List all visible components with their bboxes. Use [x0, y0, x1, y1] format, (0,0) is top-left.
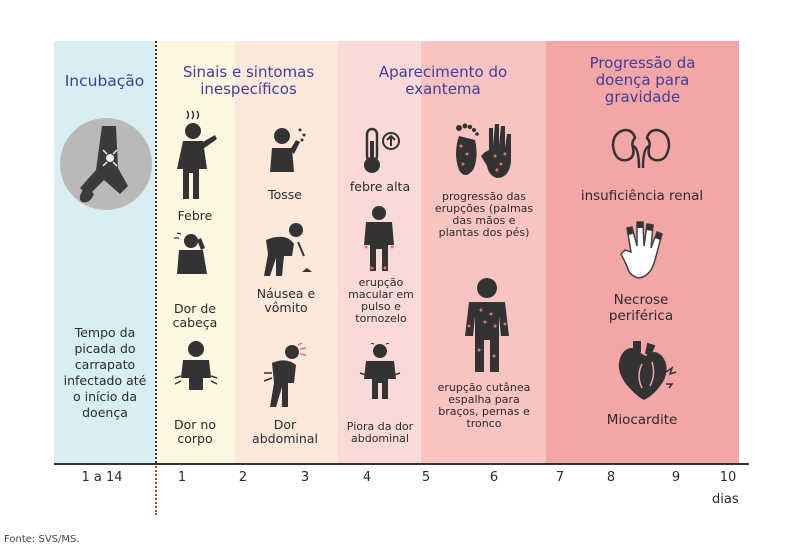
symptom-febre-alta: febre alta: [349, 179, 411, 194]
tick-2: 2: [238, 470, 248, 485]
symptom-erupcao-cutanea: erupção cutânea espalha para braços, per…: [437, 381, 531, 430]
source-note: Fonte: SVS/MS.: [4, 534, 80, 545]
incubation-text: Tempo da picada do carrapato infectado a…: [63, 325, 147, 420]
phase-band-incubation: [54, 41, 155, 463]
symptom-erupcao-macular: erupção macular em pulso e tornozelo: [348, 276, 414, 325]
phase-band-exantema-b: [421, 41, 546, 463]
symptom-dor-corpo: Dor no corpo: [174, 417, 216, 446]
cutaneous-rash-person-icon: [463, 276, 511, 372]
tick-8: 8: [606, 470, 616, 485]
tick-incubation: 1 a 14: [81, 470, 123, 485]
phase-title-inespecificos: Sinais e sintomas inespecíficos: [182, 63, 315, 98]
tick-9: 9: [671, 470, 681, 485]
thermometer-icon: [361, 127, 403, 175]
symptom-febre: Febre: [177, 208, 213, 223]
symptom-necrose: Necrose periférica: [608, 292, 674, 324]
abdominal-pain-person-icon: [262, 343, 312, 407]
symptom-miocardite: Miocardite: [606, 412, 678, 428]
incubation-divider-red: [155, 463, 157, 515]
body-ache-person-icon: [171, 340, 221, 390]
symptom-progressao-erupcoes: progressão das erupções (palmas das mãos…: [434, 190, 534, 239]
foot-hand-rash-icon: [447, 120, 519, 182]
symptom-tosse: Tosse: [268, 187, 302, 202]
tick-10: 10: [719, 470, 737, 485]
phase-band-exantema-a: [338, 41, 421, 463]
phase-title-gravidade: Progressão da doença para gravidade: [589, 54, 696, 106]
axis-unit: dias: [712, 492, 739, 507]
tick-1: 1: [177, 470, 187, 485]
phase-title-incubation: Incubação: [64, 72, 145, 90]
fever-person-icon: [173, 109, 219, 201]
necrosis-hand-icon: [617, 216, 667, 282]
phase-title-exantema: Aparecimento do exantema: [378, 63, 508, 98]
tick-bite-leg-icon: [58, 116, 154, 212]
nausea-person-icon: [258, 222, 314, 278]
worse-abdominal-pain-icon: [358, 343, 402, 399]
headache-person-icon: [173, 232, 215, 274]
symptom-dor-abdominal: Dor abdominal: [252, 417, 318, 446]
macular-rash-person-icon: [362, 205, 396, 271]
symptom-insuficiencia-renal: insuficiência renal: [580, 188, 704, 204]
tick-7: 7: [555, 470, 565, 485]
cough-person-icon: [268, 126, 308, 172]
tick-6: 6: [489, 470, 499, 485]
tick-5: 5: [421, 470, 431, 485]
kidneys-icon: [611, 128, 671, 168]
symptom-nausea: Náusea e vômito: [256, 286, 316, 315]
symptom-piora-dor-abdominal: Piora da dor abdominal: [346, 420, 414, 445]
heart-icon: [612, 340, 678, 404]
symptom-dor-cabeca: Dor de cabeça: [172, 301, 218, 330]
tick-3: 3: [300, 470, 310, 485]
tick-4: 4: [362, 470, 372, 485]
timeline-axis: [54, 463, 749, 465]
incubation-divider: [155, 41, 157, 463]
